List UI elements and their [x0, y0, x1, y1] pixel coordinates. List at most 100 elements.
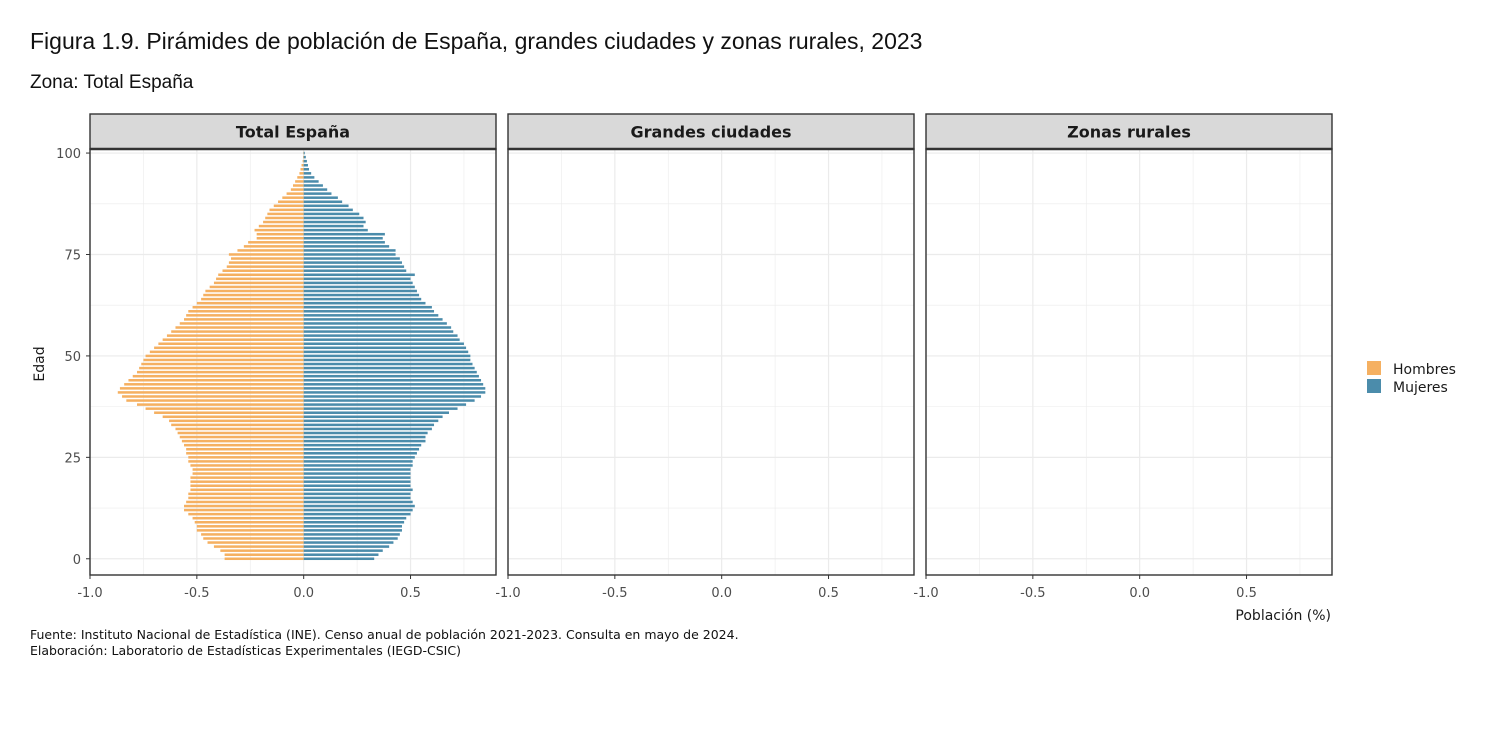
bar-mujeres-age-52 — [303, 346, 467, 350]
bar-hombres-age-65 — [203, 293, 304, 297]
bar-hombres-age-85 — [267, 212, 304, 216]
facet-panels: Total España Grandes ciudades Zonas rurale… — [89, 113, 1333, 576]
bar-hombres-age-34 — [169, 419, 304, 423]
facet-total-espana: Total España — [89, 113, 497, 576]
bar-mujeres-age-15 — [303, 496, 411, 500]
bar-mujeres-age-67 — [303, 285, 415, 289]
bar-mujeres-age-25 — [303, 456, 415, 459]
bar-hombres-age-56 — [171, 330, 304, 333]
bar-hombres-age-42 — [119, 387, 304, 390]
bar-hombres-age-5 — [203, 537, 304, 540]
bar-mujeres-age-64 — [303, 297, 422, 301]
bar-hombres-age-70 — [218, 273, 304, 277]
y-axis-title: Edad — [32, 346, 48, 381]
bar-mujeres-age-17 — [303, 488, 413, 492]
y-tick-label: 25 — [64, 451, 81, 466]
bar-mujeres-age-77 — [303, 245, 390, 248]
bar-mujeres-age-87 — [303, 204, 349, 208]
bar-hombres-age-58 — [179, 322, 304, 325]
bar-mujeres-age-49 — [303, 358, 471, 362]
panel-background — [90, 149, 496, 575]
x-tick-label: -1.0 — [77, 586, 102, 601]
bar-mujeres-age-68 — [303, 281, 413, 285]
bar-mujeres-age-83 — [303, 220, 366, 224]
bar-hombres-age-52 — [154, 346, 304, 350]
bar-hombres-age-24 — [188, 460, 304, 463]
bar-mujeres-age-1 — [303, 553, 379, 556]
bar-hombres-age-28 — [184, 443, 304, 447]
bar-hombres-age-30 — [179, 435, 304, 439]
bar-hombres-age-19 — [190, 480, 304, 483]
bar-mujeres-age-79 — [303, 236, 383, 240]
bar-mujeres-age-62 — [303, 305, 432, 309]
bar-hombres-age-81 — [254, 228, 304, 232]
bar-mujeres-age-27 — [303, 447, 420, 451]
bar-hombres-age-77 — [243, 245, 304, 248]
x-tick-label: 0.0 — [293, 586, 314, 601]
x-tick-label: -1.0 — [913, 586, 938, 601]
bar-hombres-age-31 — [177, 431, 304, 435]
bar-mujeres-age-76 — [303, 249, 396, 252]
bar-hombres-age-37 — [145, 407, 304, 410]
x-tick-label: 0.0 — [1129, 586, 1150, 601]
bar-mujeres-age-36 — [303, 411, 449, 414]
bar-hombres-age-11 — [188, 512, 304, 516]
bar-mujeres-age-50 — [303, 354, 471, 358]
bar-hombres-age-29 — [181, 439, 304, 443]
bar-mujeres-age-66 — [303, 289, 417, 293]
bar-mujeres-age-42 — [303, 387, 486, 390]
bar-hombres-age-7 — [196, 529, 304, 532]
bar-hombres-age-40 — [122, 395, 304, 398]
bar-hombres-age-9 — [194, 520, 304, 524]
facet-zonas-rurales: Zonas rurales — [925, 113, 1333, 576]
bar-hombres-age-51 — [149, 350, 304, 354]
strip-label-total-espana: Total España — [236, 123, 350, 142]
bar-mujeres-age-9 — [303, 520, 405, 524]
bar-hombres-age-88 — [278, 200, 304, 204]
bar-mujeres-age-75 — [303, 253, 396, 256]
y-tick-label: 100 — [56, 147, 81, 162]
bar-mujeres-age-30 — [303, 435, 426, 439]
bar-mujeres-age-48 — [303, 362, 473, 366]
bar-hombres-age-78 — [248, 241, 304, 244]
bar-mujeres-age-29 — [303, 439, 426, 443]
bar-hombres-age-16 — [188, 492, 304, 496]
bar-mujeres-age-32 — [303, 427, 432, 431]
bar-hombres-age-63 — [196, 301, 304, 305]
series-hombres — [117, 151, 304, 561]
bar-hombres-age-55 — [166, 334, 304, 337]
bar-hombres-age-25 — [188, 456, 304, 459]
x-axes: -1.0 -0.5 0.0 0.5 -1.0 -0.5 0.0 0.5 -1.0 -0.5 0.0 0… — [77, 575, 1257, 601]
bar-mujeres-age-33 — [303, 423, 435, 427]
bar-mujeres-age-84 — [303, 216, 364, 220]
chart-title: Figura 1.9. Pirámides de población de Es… — [30, 28, 923, 54]
bar-hombres-age-45 — [132, 374, 304, 378]
bar-mujeres-age-100 — [303, 151, 305, 155]
bar-mujeres-age-72 — [303, 265, 405, 268]
bar-mujeres-age-74 — [303, 257, 400, 260]
strip-label-grandes-ciudades: Grandes ciudades — [630, 123, 791, 142]
bar-hombres-age-54 — [162, 338, 304, 341]
bar-hombres-age-76 — [237, 249, 304, 252]
x-axis-title: Población (%) — [1235, 608, 1331, 624]
bar-mujeres-age-7 — [303, 529, 402, 532]
bar-mujeres-age-54 — [303, 338, 460, 341]
bar-mujeres-age-70 — [303, 273, 415, 277]
bar-mujeres-age-4 — [303, 541, 394, 544]
caption: Fuente: Instituto Nacional de Estadístic… — [30, 627, 739, 659]
bar-mujeres-age-90 — [303, 192, 332, 195]
bar-hombres-age-96 — [300, 168, 304, 171]
strip-background — [925, 113, 1333, 150]
bar-mujeres-age-46 — [303, 370, 477, 374]
bar-mujeres-age-23 — [303, 464, 413, 467]
bar-mujeres-age-2 — [303, 549, 383, 552]
bar-hombres-age-68 — [213, 281, 304, 285]
bar-hombres-age-43 — [124, 383, 304, 386]
facet-grandes-ciudades: Grandes ciudades — [507, 113, 915, 576]
bar-mujeres-age-39 — [303, 399, 475, 402]
caption-credit: Elaboración: Laboratorio de Estadísticas… — [30, 643, 461, 658]
bar-hombres-age-66 — [205, 289, 304, 293]
legend-swatch-mujeres — [1367, 379, 1381, 393]
bar-mujeres-age-16 — [303, 492, 411, 496]
panel-background — [508, 149, 914, 575]
